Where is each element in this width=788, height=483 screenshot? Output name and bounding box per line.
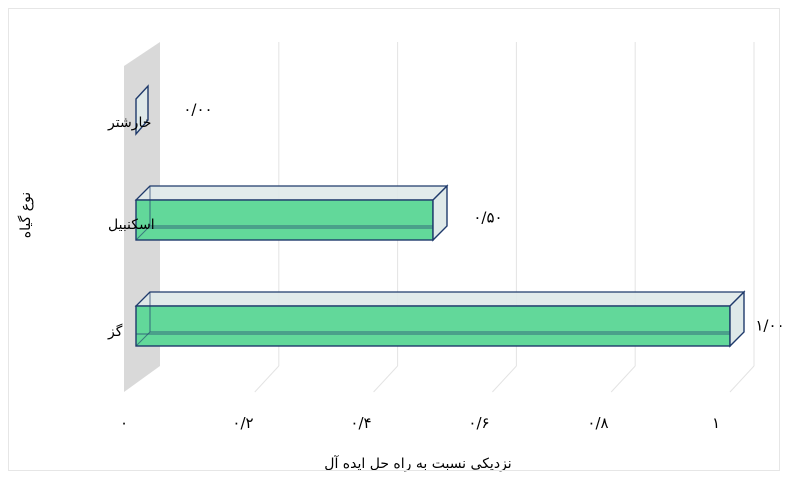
bar-edge bbox=[135, 291, 151, 307]
data-label-0: ۰/۰۰ bbox=[183, 101, 212, 119]
bar-end-face bbox=[432, 184, 448, 242]
bar-end-face bbox=[729, 290, 745, 348]
x-tick-label: ۰/۲ bbox=[232, 414, 253, 432]
gridline-floor bbox=[610, 365, 636, 393]
gridline-floor bbox=[373, 365, 398, 393]
chart-frame bbox=[8, 8, 780, 471]
x-tick-label: ۰/۶ bbox=[468, 414, 489, 432]
bar-1 bbox=[134, 184, 449, 242]
x-tick-labels: ۰ ۰/۲ ۰/۴ ۰/۶ ۰/۸ ۱ bbox=[120, 414, 720, 432]
data-labels: ۰/۰۰ ۰/۵۰ ۱/۰۰ bbox=[183, 101, 784, 335]
gridline-floor bbox=[254, 365, 280, 393]
x-axis-title: نزدیکی نسبت به راه حل ایده آل bbox=[324, 455, 511, 472]
bar-empty-face bbox=[135, 84, 149, 136]
data-label-1: ۰/۵۰ bbox=[473, 209, 502, 227]
gridline-floor bbox=[729, 365, 755, 393]
bar-edge bbox=[135, 185, 151, 201]
category-label: خارشتر bbox=[107, 115, 151, 131]
bar-front-face bbox=[135, 199, 434, 241]
category-label: گز bbox=[107, 323, 123, 340]
bar-2 bbox=[134, 290, 746, 348]
data-label-2: ۱/۰۰ bbox=[755, 317, 784, 335]
x-tick-label: ۱ bbox=[712, 414, 720, 432]
bar-0 bbox=[135, 84, 149, 136]
x-tick-label: ۰/۸ bbox=[587, 414, 608, 432]
gridline-floor bbox=[492, 365, 517, 393]
y-axis-title: نوع گیاه bbox=[17, 192, 34, 238]
x-tick-label: ۰ bbox=[120, 414, 128, 432]
bars bbox=[134, 84, 746, 348]
bar-front-face bbox=[135, 305, 731, 347]
category-labels: خارشتر اسکنبیل گز bbox=[107, 115, 155, 340]
category-label: اسکنبیل bbox=[108, 217, 155, 233]
x-tick-label: ۰/۴ bbox=[350, 414, 371, 432]
